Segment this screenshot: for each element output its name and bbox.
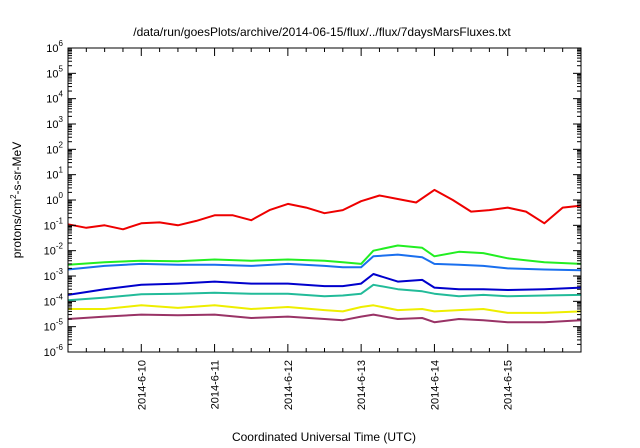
x-axis-label: Coordinated Universal Time (UTC): [232, 430, 416, 444]
series-line-1: [67, 188, 582, 231]
series-layer: [67, 188, 582, 324]
x-tick-label: 2014-6-12: [283, 360, 295, 410]
x-tick-label: 2014-6-14: [429, 360, 441, 410]
y-tick-label: 10-3: [44, 267, 64, 283]
y-tick-label: 101: [46, 166, 63, 182]
axes-layer: 10-6 10-5 10-4 10-3 10-2 10-1 100 101 102 103 104 1…: [44, 39, 582, 410]
chart-title: /data/run/goesPlots/archive/2014-06-15/f…: [133, 25, 511, 39]
y-axis-label-prefix: protons/cm: [10, 199, 24, 258]
y-tick-label: 103: [46, 115, 63, 131]
x-tick-label: 2014-6-11: [210, 360, 222, 409]
y-tick-label: 10-1: [44, 216, 64, 232]
x-tick-label: 2014-6-15: [503, 360, 515, 410]
svg-text:protons/cm2-s-sr-MeV: protons/cm2-s-sr-MeV: [9, 142, 24, 258]
series-line-6: [68, 304, 582, 314]
series-line-4: [67, 273, 582, 296]
y-tick-label: 106: [46, 39, 63, 55]
series-line-2: [67, 244, 582, 266]
y-axis-label-sup: 2: [9, 194, 18, 199]
y-axis-label: protons/cm2-s-sr-MeV: [9, 142, 24, 258]
y-tick-label: 100: [46, 191, 63, 207]
y-tick-label: 10-6: [44, 343, 64, 359]
x-tick-label: 2014-6-13: [356, 360, 368, 410]
series-line-3: [67, 253, 582, 272]
y-tick-label: 10-4: [44, 292, 64, 308]
y-tick-label: 105: [46, 64, 63, 80]
y-tick-label: 102: [46, 140, 63, 156]
x-tick-label: 2014-6-10: [136, 360, 148, 410]
y-tick-label: 10-2: [44, 242, 64, 258]
y-axis-label-suffix: -s-sr-MeV: [10, 142, 24, 195]
series-line-7: [67, 313, 582, 324]
y-tick-label: 10-5: [44, 318, 64, 334]
y-tick-label: 104: [46, 90, 63, 106]
series-line-5: [67, 283, 582, 302]
